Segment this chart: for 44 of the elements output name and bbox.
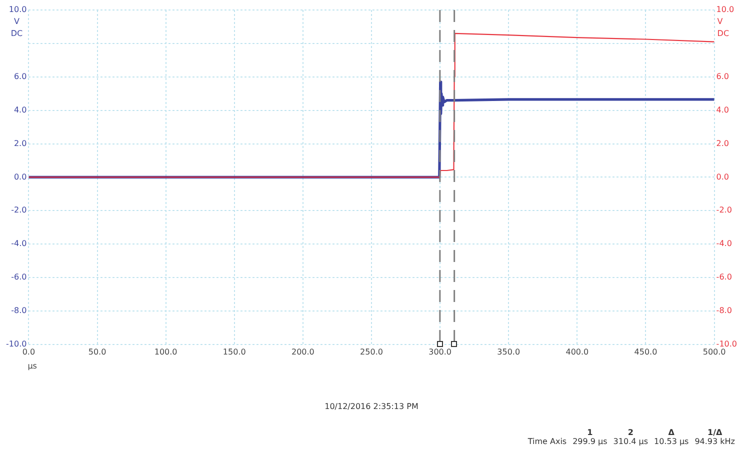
x-tick-label: 200.0 [291, 347, 314, 356]
y2-tick-label: -4.0 [716, 239, 732, 248]
x-tick-label: 500.0 [702, 347, 726, 356]
x-tick-label: 50.0 [88, 347, 106, 356]
text: 94.93 kHz [694, 437, 735, 446]
text: Δ [667, 428, 676, 437]
y2-tick-label: -8.0 [716, 306, 732, 316]
x-tick-label: 350.0 [497, 347, 520, 356]
x-tick-label: 300.0 [428, 347, 452, 356]
text: 1 [586, 428, 594, 437]
y-tick-label: 2.0 [14, 138, 27, 148]
y-tick-label: -2.0 [11, 206, 27, 215]
y-tick-label: -4.0 [11, 239, 27, 248]
y-tick-label: -8.0 [11, 306, 27, 316]
y2-tick-label: 4.0 [716, 105, 730, 114]
y2-tick-label: 10.0 [716, 5, 734, 14]
text: 10/12/2016 2:35:13 PM [324, 402, 420, 411]
y-tick-label: 10.0 [8, 5, 27, 14]
y2-axis-title: V DC [717, 17, 730, 38]
text: 1/Δ [706, 428, 724, 437]
x-tick-label: 100.0 [154, 347, 178, 356]
x-tick-label: 250.0 [360, 347, 383, 356]
text: 10.53 µs [654, 437, 689, 446]
y-tick-label: 0.0 [14, 172, 27, 182]
x-tick-label: 0.0 [22, 347, 36, 356]
y2-tick-label: -6.0 [716, 272, 732, 282]
x-tick-label: 450.0 [634, 347, 658, 356]
y-tick-label: 4.0 [14, 105, 27, 114]
y2-tick-label: 0.0 [716, 172, 730, 182]
y2-tick-label: 6.0 [716, 72, 730, 81]
text: 310.4 µs [613, 437, 648, 446]
x-tick-label: 400.0 [566, 347, 589, 356]
text: Time Axis [528, 437, 567, 446]
x-axis-title: µs [28, 361, 37, 370]
x-tick-label: 150.0 [222, 347, 246, 356]
y2-tick-label: 2.0 [716, 138, 730, 148]
y-tick-label: -6.0 [11, 272, 27, 282]
y2-tick-label: -10.0 [716, 339, 738, 348]
text: 299.9 µs [572, 437, 608, 446]
y-tick-label: -10.0 [6, 339, 27, 348]
text: 2 [626, 428, 634, 437]
y-tick-label: 6.0 [14, 72, 27, 81]
y-axis-title: V DC [10, 17, 23, 38]
y2-tick-label: -2.0 [716, 206, 732, 215]
